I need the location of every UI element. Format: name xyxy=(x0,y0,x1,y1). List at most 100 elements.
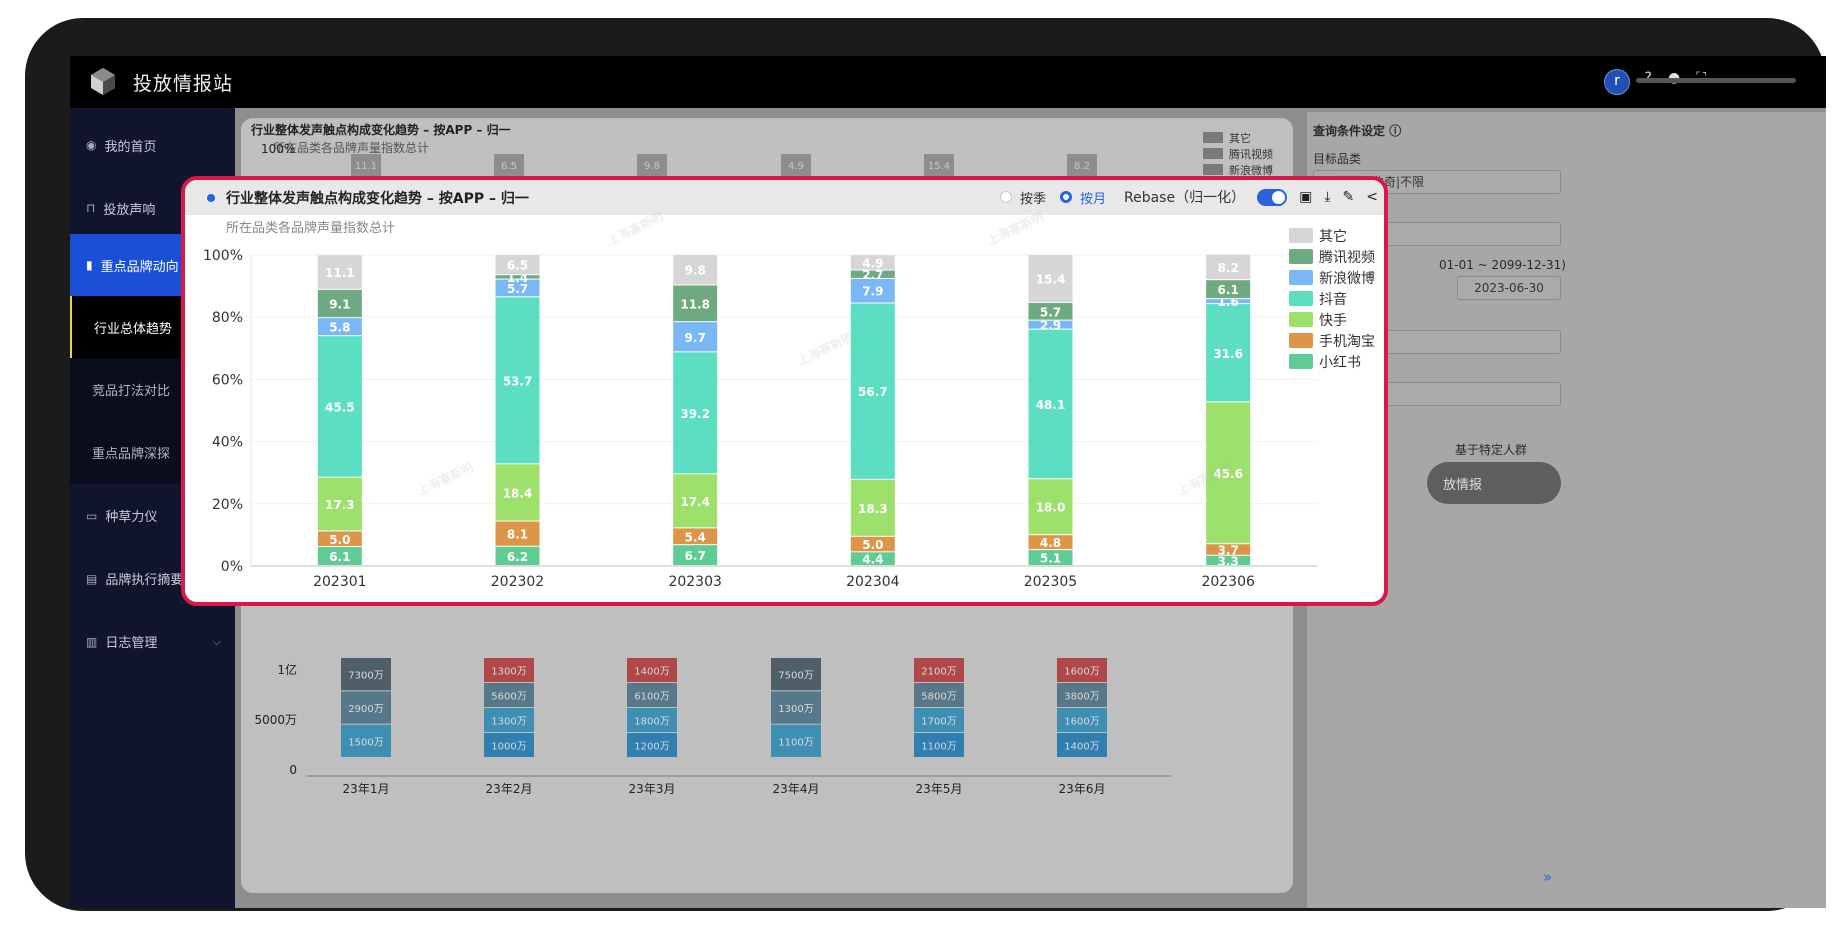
download-icon[interactable]: ⤓ xyxy=(1324,189,1331,205)
bar-segment xyxy=(850,278,895,303)
bar-segment xyxy=(850,536,895,552)
bg-bar-segment xyxy=(914,733,964,757)
bg-bar-label: 1300万 xyxy=(778,704,813,715)
y-tick-label: 0% xyxy=(221,559,243,575)
date-range-hint: 01-01 ~ 2099-12-31) xyxy=(1439,258,1566,272)
bg-bar-segment xyxy=(627,708,677,732)
bar-segment xyxy=(317,255,362,289)
radio-month[interactable]: 按月 xyxy=(1059,188,1106,207)
background-panel-title: 行业整体发声触点构成变化趋势 – 按APP – 归一 xyxy=(251,123,511,137)
bg-bar-label: 1600万 xyxy=(1064,717,1099,728)
user-name-blurred[interactable] xyxy=(1636,78,1796,83)
bar-chart-icon: ▮ xyxy=(86,258,93,272)
y-tick-label: 20% xyxy=(212,497,243,513)
x-tick-label: 202301 xyxy=(313,574,366,590)
data-label: 11.8 xyxy=(680,297,710,311)
x-tick-label: 202303 xyxy=(668,574,721,590)
pin-icon[interactable]: ✎ xyxy=(1342,189,1355,205)
bg-y-tick: 1亿 xyxy=(277,662,297,677)
bg-bar-segment xyxy=(1057,683,1107,707)
bg-bar-label: 5600万 xyxy=(491,692,526,703)
legend-swatch xyxy=(1289,270,1313,285)
data-label: 56.7 xyxy=(858,385,888,399)
data-label: 18.4 xyxy=(503,486,533,500)
data-label: 11.1 xyxy=(325,266,355,280)
bg-bar-label: 9.8 xyxy=(644,161,660,172)
bg-bar-label: 11.1 xyxy=(355,161,377,172)
bar-segment xyxy=(1206,280,1251,299)
bg-bar-label: 1200万 xyxy=(634,742,669,753)
data-label: 6.2 xyxy=(507,550,528,564)
legend-label: 抖音 xyxy=(1319,291,1347,308)
book-icon[interactable]: ▣ xyxy=(1299,189,1313,205)
background-chart: 11.16.59.84.915.48.2100%其它腾讯视频新浪微博抖音1亿50… xyxy=(254,131,1273,796)
data-label: 4.9 xyxy=(862,256,883,270)
legend-label: 新浪微博 xyxy=(1319,270,1375,287)
bar-segment xyxy=(495,275,540,279)
background-panel-subtitle: 所在品类各品牌声量指数总计 xyxy=(273,141,430,155)
bg-bar-segment xyxy=(341,658,391,691)
bar-segment xyxy=(673,255,718,285)
sidebar-item-label: 重点品牌动向 xyxy=(100,259,179,275)
bar-segment xyxy=(317,531,362,547)
crowd-option-label: 基于特定人群 xyxy=(1455,443,1528,457)
bg-legend-swatch xyxy=(1203,164,1223,175)
bg-bar-segment xyxy=(1057,708,1107,732)
bg-bar-segment xyxy=(1057,733,1107,757)
bar-segment xyxy=(1028,550,1073,565)
data-label: 18.0 xyxy=(1036,501,1066,515)
data-label: 31.6 xyxy=(1213,347,1243,361)
end-date-input[interactable]: 2023-06-30 xyxy=(1457,276,1561,300)
bar-segment xyxy=(673,528,718,545)
data-label: 6.7 xyxy=(685,549,706,563)
bg-bar-label: 7300万 xyxy=(348,671,383,682)
submit-button[interactable]: 放情报 xyxy=(1427,462,1561,504)
bg-bar-label: 6.5 xyxy=(501,161,517,172)
bg-bar-segment xyxy=(484,733,534,757)
bar-segment xyxy=(495,464,540,521)
bar-segment xyxy=(317,318,362,336)
expand-right-icon[interactable]: » xyxy=(1543,868,1553,886)
sidebar-item-log-management[interactable]: ▥ 日志管理 ⌵ xyxy=(70,610,235,673)
bg-bar-segment xyxy=(771,691,821,724)
bg-x-tick: 23年5月 xyxy=(916,782,963,796)
bg-bar-label: 1500万 xyxy=(348,737,383,748)
data-label: 5.1 xyxy=(1040,552,1061,566)
bar-segment xyxy=(495,279,540,297)
bg-bar-label: 1300万 xyxy=(491,717,526,728)
sidebar-item-brand-summary[interactable]: ▤ 品牌执行摘要 xyxy=(70,547,235,610)
radio-quarter-label: 按季 xyxy=(1019,191,1046,207)
bg-legend-swatch xyxy=(1203,148,1223,159)
end-date-value: 2023-06-30 xyxy=(1474,281,1544,295)
sidebar-item-label: 行业总体趋势 xyxy=(94,321,173,337)
legend-swatch xyxy=(1289,291,1313,306)
data-label: 8.2 xyxy=(1218,261,1239,275)
rebase-label: Rebase（归一化） xyxy=(1124,190,1246,206)
submit-button-label: 放情报 xyxy=(1443,478,1483,493)
notes-icon: ▥ xyxy=(86,634,98,649)
rebase-toggle[interactable] xyxy=(1257,188,1288,206)
data-label: 3.3 xyxy=(1218,554,1239,568)
bg-bar-label: 6100万 xyxy=(634,692,669,703)
top-bar: 投放情报站 ? ● ⛶ r xyxy=(70,56,1826,108)
radio-on-icon xyxy=(1059,191,1072,203)
bg-bar-segment xyxy=(914,658,964,682)
bg-bar-segment xyxy=(627,733,677,757)
bg-bar-label: 1100万 xyxy=(778,737,813,748)
data-label: 17.3 xyxy=(325,498,355,512)
bg-bar-segment xyxy=(341,691,391,724)
sidebar-item-label: 竞品打法对比 xyxy=(92,384,171,399)
share-icon[interactable]: < xyxy=(1366,189,1378,205)
bg-bar-segment xyxy=(1057,658,1107,682)
data-label: 4.4 xyxy=(862,553,883,567)
help-circle-icon[interactable]: ⓘ xyxy=(1389,124,1402,138)
bg-bar-segment xyxy=(484,683,534,707)
sidebar-item-home[interactable]: ◉ 我的首页 xyxy=(70,108,235,182)
bar-segment xyxy=(850,479,895,536)
avatar[interactable]: r xyxy=(1604,69,1630,95)
data-label: 8.1 xyxy=(507,528,528,542)
legend-label: 腾讯视频 xyxy=(1319,249,1375,266)
radio-quarter[interactable]: 按季 xyxy=(999,188,1046,207)
data-label: 48.1 xyxy=(1036,398,1066,412)
bar-segment xyxy=(495,521,540,546)
